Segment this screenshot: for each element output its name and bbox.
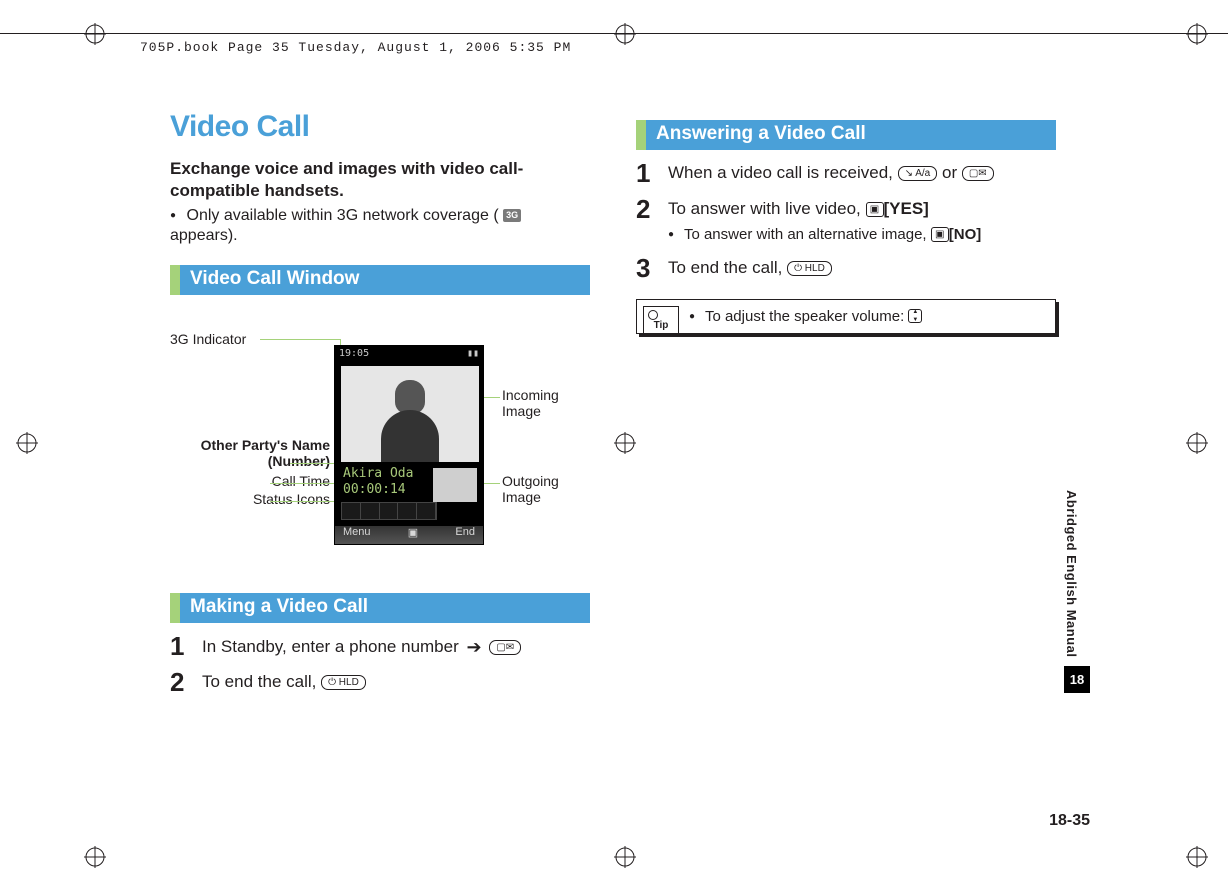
- step-number: 2: [636, 196, 658, 222]
- caller-name: Akira Oda: [343, 466, 413, 481]
- ans-step3-text: To end the call,: [668, 258, 782, 277]
- callout-line: [270, 501, 338, 502]
- center-key-icon: ▣: [866, 202, 884, 217]
- video-window-diagram: 3G Indicator Other Party's Name (Number)…: [170, 315, 590, 575]
- label-call-time: Call Time: [190, 473, 330, 489]
- outgoing-video: [433, 468, 477, 502]
- step-2: 2 To end the call, ⏻ HLD: [170, 669, 590, 695]
- section-video-window: Video Call Window: [170, 265, 590, 295]
- end-key-icon: ⏻ HLD: [321, 675, 366, 690]
- step-1: 1 In Standby, enter a phone number ➔ ▢✉: [170, 633, 590, 659]
- section-label: Video Call Window: [180, 265, 590, 295]
- step-text: When a video call is received, ↘ A/a or …: [668, 160, 994, 185]
- step-3: 3 To end the call, ⏻ HLD: [636, 255, 1056, 281]
- softkey-left: Menu: [343, 526, 371, 544]
- ans-step2-text: To answer with live video,: [668, 199, 861, 218]
- person-silhouette-icon: [375, 374, 445, 462]
- step2-text: To end the call,: [202, 672, 316, 691]
- running-header: 705P.book Page 35 Tuesday, August 1, 200…: [140, 40, 571, 55]
- phone-clock: 19:05: [339, 348, 369, 359]
- video-call-key-icon: ▢✉: [962, 166, 994, 181]
- tip-box: Tip To adjust the speaker volume:: [636, 299, 1056, 334]
- right-column: Answering a Video Call 1 When a video ca…: [636, 110, 1056, 695]
- softkey-center-icon: ▣: [408, 526, 418, 544]
- making-steps: 1 In Standby, enter a phone number ➔ ▢✉ …: [170, 633, 590, 695]
- step-2: 2 To answer with live video, ▣[YES] To a…: [636, 196, 1056, 245]
- yes-label: [YES]: [884, 199, 929, 218]
- callout-line: [270, 483, 338, 484]
- phone-status-bar: 19:05 ▮▮: [337, 348, 481, 364]
- softkey-bar: Menu ▣ End: [335, 526, 483, 544]
- ans-step2-sub: To answer with an alternative image, ▣[N…: [668, 225, 981, 245]
- no-label: [NO]: [949, 226, 982, 243]
- label-status-icons: Status Icons: [190, 491, 330, 507]
- crop-rule: [0, 33, 1228, 34]
- step-number: 1: [636, 160, 658, 186]
- intro-bullet: Only available within 3G network coverag…: [170, 206, 590, 248]
- video-call-key-icon: ▢✉: [489, 640, 521, 655]
- status-icon-row: [341, 502, 437, 520]
- answering-steps: 1 When a video call is received, ↘ A/a o…: [636, 160, 1056, 281]
- call-duration: 00:00:14: [343, 482, 406, 497]
- softkey-right: End: [455, 526, 475, 544]
- chapter-tab: 18: [1064, 666, 1090, 693]
- section-accent: [636, 120, 646, 150]
- section-making-call: Making a Video Call: [170, 593, 590, 623]
- or-text: or: [942, 163, 957, 182]
- tip-text: To adjust the speaker volume:: [689, 308, 922, 325]
- step-number: 3: [636, 255, 658, 281]
- step-number: 1: [170, 633, 192, 659]
- step-text: In Standby, enter a phone number ➔ ▢✉: [202, 633, 521, 659]
- step-text: To answer with live video, ▣[YES] To ans…: [668, 196, 981, 245]
- callout-line: [290, 463, 340, 464]
- center-key-icon: ▣: [931, 227, 949, 242]
- intro-bullet-tail: appears).: [170, 227, 238, 244]
- phone-screen-mock: 19:05 ▮▮ Akira Oda 00:00:14 Menu ▣: [334, 345, 484, 545]
- page-title: Video Call: [170, 110, 590, 144]
- label-other-name: Other Party's Name (Number): [166, 437, 330, 469]
- page-number: 18-35: [1049, 812, 1090, 830]
- ans-step1-text: When a video call is received,: [668, 163, 893, 182]
- up-down-nav-icon: [908, 309, 922, 323]
- 3g-icon: 3G: [503, 209, 521, 223]
- step-number: 2: [170, 669, 192, 695]
- label-outgoing-image: Outgoing Image: [502, 473, 592, 505]
- side-tab: Abridged English Manual 18: [1064, 490, 1090, 693]
- label-incoming-image: Incoming Image: [502, 387, 592, 419]
- tip-badge: Tip: [643, 306, 679, 334]
- section-accent: [170, 593, 180, 623]
- section-accent: [170, 265, 180, 295]
- intro-bullet-text: Only available within 3G network coverag…: [187, 207, 499, 224]
- left-column: Video Call Exchange voice and images wit…: [170, 110, 590, 695]
- ans-step2-sub-text: To answer with an alternative image,: [684, 226, 927, 243]
- arrow-icon: ➔: [467, 637, 482, 657]
- manual-name-vertical: Abridged English Manual: [1064, 490, 1079, 658]
- call-key-icon: ↘ A/a: [898, 166, 938, 181]
- step-1: 1 When a video call is received, ↘ A/a o…: [636, 160, 1056, 186]
- incoming-video: [341, 366, 479, 462]
- step-text: To end the call, ⏻ HLD: [202, 669, 366, 694]
- end-key-icon: ⏻ HLD: [787, 261, 832, 276]
- callout-line: [260, 339, 340, 340]
- section-answering-call: Answering a Video Call: [636, 120, 1056, 150]
- step1-text: In Standby, enter a phone number: [202, 637, 459, 656]
- section-label: Making a Video Call: [180, 593, 590, 623]
- section-label: Answering a Video Call: [646, 120, 1056, 150]
- tip-body-text: To adjust the speaker volume:: [705, 308, 904, 325]
- page-body: Video Call Exchange voice and images wit…: [170, 110, 1090, 840]
- intro-text: Exchange voice and images with video cal…: [170, 158, 590, 202]
- battery-icon: ▮▮: [467, 348, 479, 359]
- step-text: To end the call, ⏻ HLD: [668, 255, 832, 280]
